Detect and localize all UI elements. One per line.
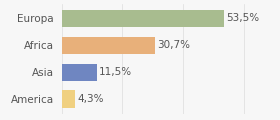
Text: 30,7%: 30,7%: [157, 40, 190, 50]
Text: 4,3%: 4,3%: [77, 94, 104, 104]
Bar: [62, 90, 75, 108]
Bar: [62, 37, 155, 54]
Bar: [62, 63, 97, 81]
Bar: [62, 10, 224, 27]
Text: 11,5%: 11,5%: [99, 67, 132, 77]
Text: 53,5%: 53,5%: [227, 13, 260, 23]
